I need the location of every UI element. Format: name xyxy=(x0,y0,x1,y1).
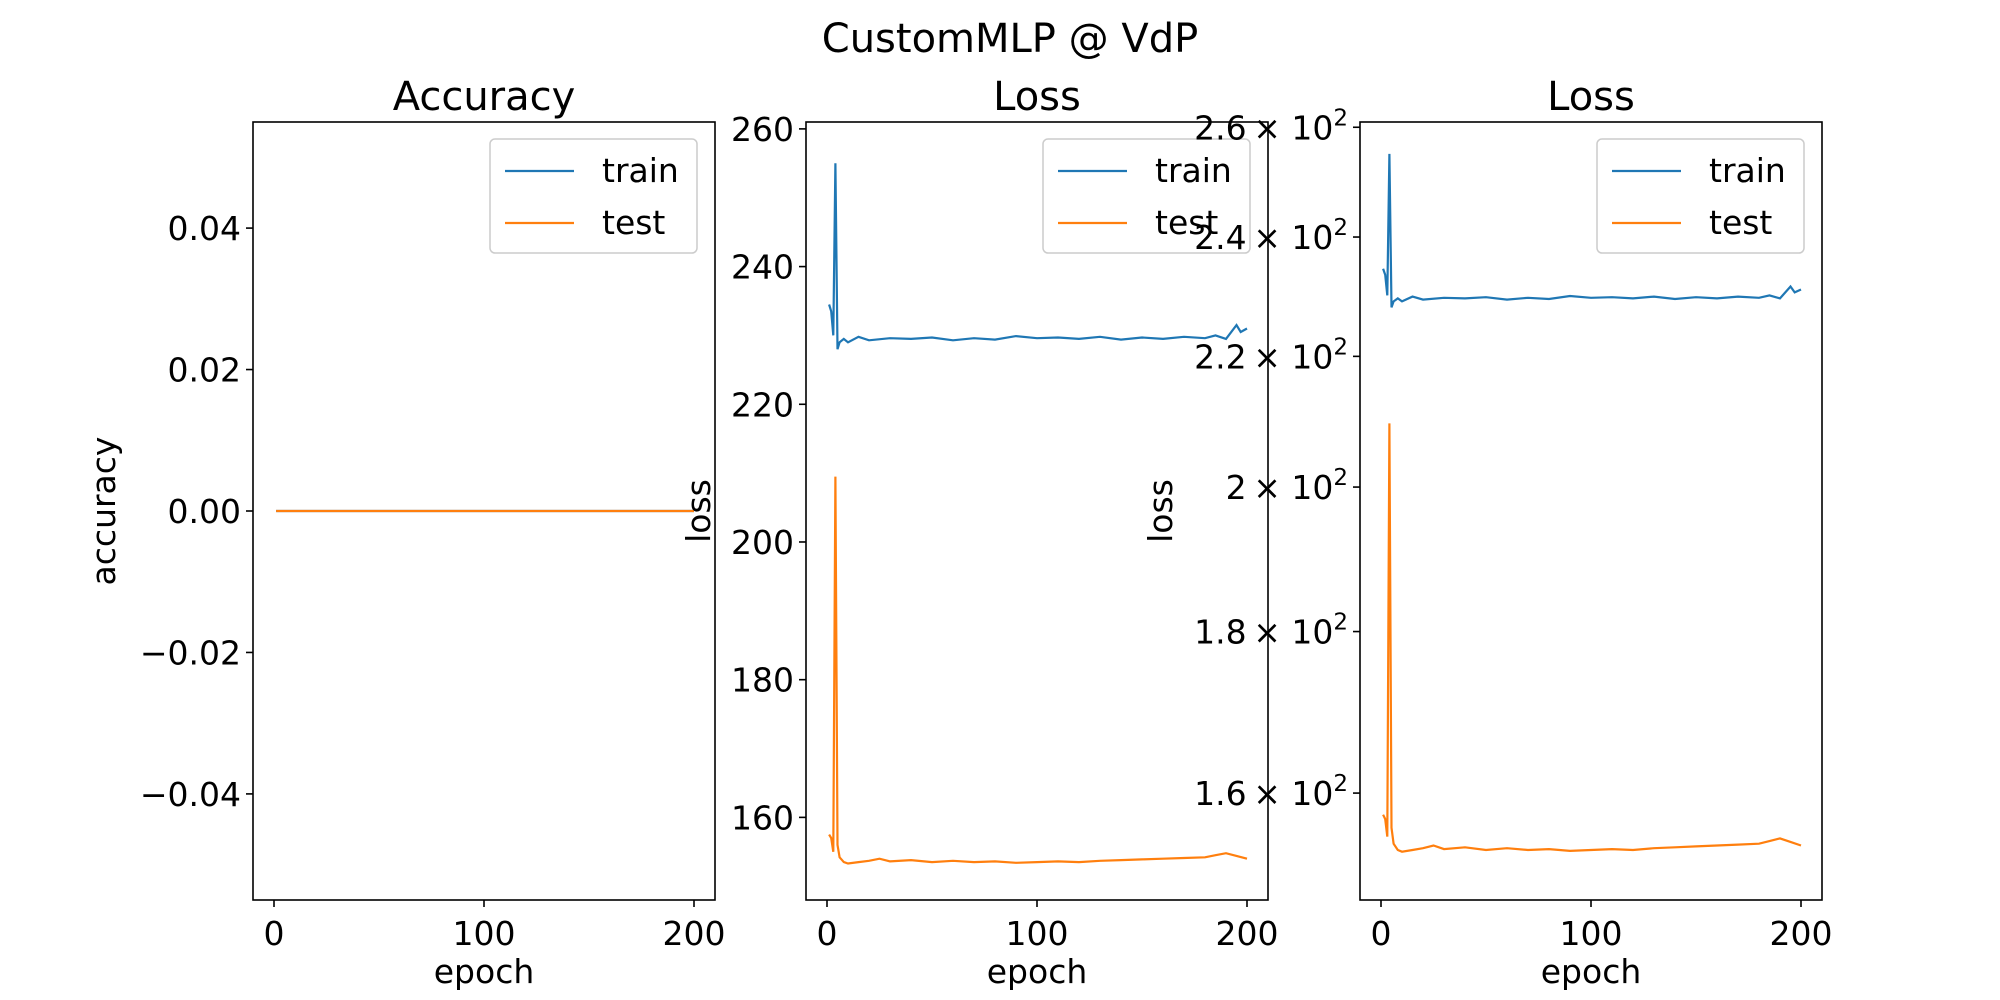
y-tick-exponent: 2 xyxy=(1333,334,1348,360)
y-tick-label: 2 × 102 xyxy=(1226,465,1348,507)
y-tick-label: −0.04 xyxy=(140,775,241,814)
subplot-title: Loss xyxy=(993,74,1081,120)
y-axis-label: loss xyxy=(679,479,718,543)
series-line-train xyxy=(1382,153,1802,308)
y-tick-mantissa: 0.04 xyxy=(168,209,241,248)
y-tick-label: −0.02 xyxy=(140,633,241,672)
series-line-test xyxy=(828,476,1248,865)
legend: train test xyxy=(489,138,698,254)
x-tick-label: 200 xyxy=(1770,914,1833,953)
x-tick-label: 0 xyxy=(1371,914,1392,953)
subplot-2: Loss 0 100 200 epoch 160 180 200 220 240 260 loss tr… xyxy=(679,74,1279,991)
y-tick-times-ten: × 10 xyxy=(1247,337,1334,376)
subplot-title: Loss xyxy=(1547,74,1635,120)
y-tick-label: 2.2 × 102 xyxy=(1194,334,1348,376)
y-tick-mantissa: 200 xyxy=(731,523,794,562)
y-tick-mantissa: 2 xyxy=(1226,468,1247,507)
y-tick-label: 260 xyxy=(731,110,794,149)
figure-suptitle: CustomMLP @ VdP xyxy=(822,16,1198,62)
y-tick-mantissa: 2.6 xyxy=(1194,108,1246,147)
y-tick-label: 240 xyxy=(731,248,794,287)
legend-label-test: test xyxy=(1155,203,1218,242)
legend-box xyxy=(489,138,698,254)
x-tick-label: 100 xyxy=(1560,914,1623,953)
y-tick-label: 2.4 × 102 xyxy=(1194,215,1348,257)
y-tick-mantissa: 220 xyxy=(731,385,794,424)
y-tick-mantissa: 0.00 xyxy=(168,492,241,531)
y-tick-times-ten: × 10 xyxy=(1247,218,1334,257)
x-axis-label: epoch xyxy=(987,952,1088,991)
legend-label-train: train xyxy=(1709,151,1786,190)
x-axis-label: epoch xyxy=(1541,952,1642,991)
y-tick-label: 1.6 × 102 xyxy=(1194,771,1348,813)
y-tick-exponent: 2 xyxy=(1333,610,1348,636)
legend: train test xyxy=(1596,138,1805,254)
y-tick-mantissa: 2.2 xyxy=(1194,337,1246,376)
y-tick-times-ten: × 10 xyxy=(1247,613,1334,652)
y-tick-mantissa: −0.04 xyxy=(140,775,241,814)
y-tick-mantissa: 1.8 xyxy=(1194,613,1246,652)
y-tick-label: 1.8 × 102 xyxy=(1194,610,1348,652)
y-tick-exponent: 2 xyxy=(1333,215,1348,241)
y-tick-mantissa: 1.6 xyxy=(1194,774,1246,813)
y-tick-mantissa: 0.02 xyxy=(168,351,241,390)
y-tick-label: 180 xyxy=(731,661,794,700)
legend: train test xyxy=(1042,138,1251,254)
y-tick-mantissa: 2.4 xyxy=(1194,218,1246,257)
x-axis-label: epoch xyxy=(434,952,535,991)
legend-box xyxy=(1042,138,1251,254)
subplot-title: Accuracy xyxy=(393,74,576,120)
legend-label-train: train xyxy=(1155,151,1232,190)
subplot-1: Accuracy 0 100 200 epoch −0.04 −0.02 0.00 0.02 0.… xyxy=(84,74,726,991)
y-tick-mantissa: 240 xyxy=(731,248,794,287)
legend-label-train: train xyxy=(602,151,679,190)
y-axis-label: accuracy xyxy=(84,437,123,586)
y-tick-label: 0.04 xyxy=(168,209,241,248)
y-tick-mantissa: 160 xyxy=(731,798,794,837)
y-tick-mantissa: 260 xyxy=(731,110,794,149)
legend-box xyxy=(1596,138,1805,254)
y-tick-label: 2.6 × 102 xyxy=(1194,105,1348,147)
y-tick-exponent: 2 xyxy=(1333,465,1348,491)
x-tick-label: 200 xyxy=(663,914,726,953)
y-tick-times-ten: × 10 xyxy=(1247,468,1334,507)
y-tick-exponent: 2 xyxy=(1333,105,1348,131)
legend-label-test: test xyxy=(1709,203,1772,242)
legend-label-test: test xyxy=(602,203,665,242)
x-tick-label: 200 xyxy=(1216,914,1279,953)
y-tick-label: 0.02 xyxy=(168,351,241,390)
x-tick-label: 0 xyxy=(817,914,838,953)
y-tick-mantissa: 180 xyxy=(731,661,794,700)
y-tick-times-ten: × 10 xyxy=(1247,774,1334,813)
y-tick-times-ten: × 10 xyxy=(1247,108,1334,147)
x-tick-label: 0 xyxy=(264,914,285,953)
y-tick-label: 160 xyxy=(731,798,794,837)
x-tick-label: 100 xyxy=(1006,914,1069,953)
y-tick-label: 200 xyxy=(731,523,794,562)
series-line-train xyxy=(828,163,1248,350)
series-line-test xyxy=(1382,423,1802,853)
y-tick-label: 0.00 xyxy=(168,492,241,531)
y-tick-label: 220 xyxy=(731,385,794,424)
y-tick-exponent: 2 xyxy=(1333,771,1348,797)
x-tick-label: 100 xyxy=(453,914,516,953)
y-tick-mantissa: −0.02 xyxy=(140,633,241,672)
y-axis-label: loss xyxy=(1141,479,1180,543)
